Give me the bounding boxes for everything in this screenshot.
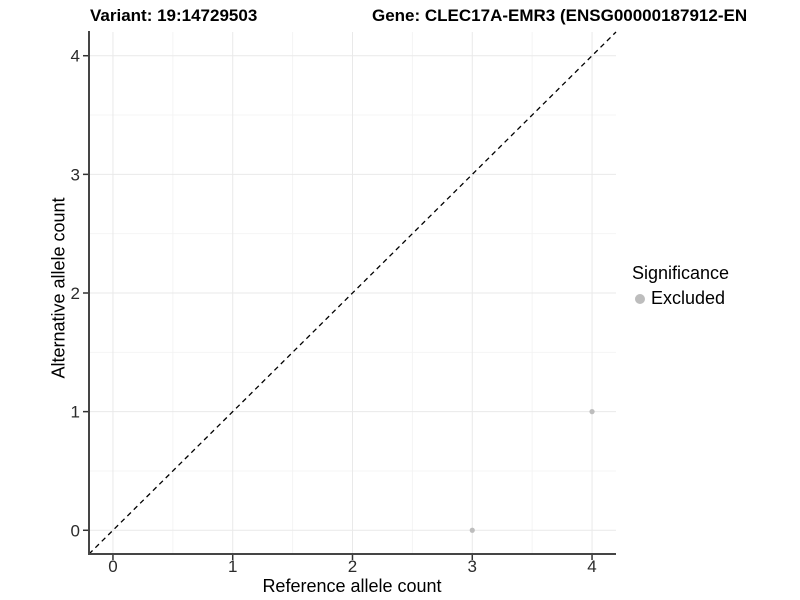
y-tick-label: 4 bbox=[71, 47, 80, 66]
x-tick-label: 3 bbox=[468, 557, 477, 576]
variant-title: Variant: 19:14729503 bbox=[90, 6, 258, 25]
data-point bbox=[589, 409, 595, 415]
x-tick-label: 4 bbox=[587, 557, 596, 576]
y-tick-label: 3 bbox=[71, 165, 80, 184]
y-axis-title: Alternative allele count bbox=[48, 197, 69, 379]
y-tick-label: 2 bbox=[71, 284, 80, 303]
data-point bbox=[469, 527, 475, 533]
x-tick-label: 1 bbox=[228, 557, 237, 576]
x-axis-title: Reference allele count bbox=[262, 576, 442, 596]
x-tick-label: 2 bbox=[348, 557, 357, 576]
legend-item-excluded: Excluded bbox=[632, 288, 729, 309]
x-tick-label: 0 bbox=[108, 557, 117, 576]
legend: Significance Excluded bbox=[632, 263, 729, 309]
legend-title: Significance bbox=[632, 263, 730, 283]
legend-item-label: Excluded bbox=[651, 288, 726, 308]
y-tick-label: 0 bbox=[71, 521, 80, 540]
gene-title: Gene: CLEC17A-EMR3 (ENSG00000187912-EN bbox=[372, 6, 748, 25]
dot-icon bbox=[635, 293, 645, 304]
y-tick-label: 1 bbox=[71, 403, 80, 422]
identity-reference-line bbox=[88, 31, 617, 555]
